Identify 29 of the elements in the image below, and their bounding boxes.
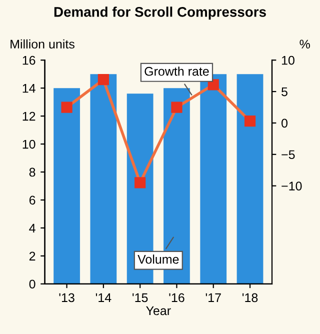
y-tick-label: 6 <box>29 196 36 205</box>
x-axis-title: Year <box>146 306 171 316</box>
x-tick-label: '15 <box>132 293 148 302</box>
x-tick-label: '18 <box>242 293 258 302</box>
y-tick-label: 16 <box>22 56 36 65</box>
y-tick-label: 12 <box>22 112 36 121</box>
y-tick-label: 10 <box>22 140 36 149</box>
y2-tick-label: −5 <box>282 150 295 160</box>
y-axis-title: Million units <box>10 39 74 49</box>
x-tick-label: '17 <box>206 293 221 302</box>
bar <box>236 74 264 284</box>
y-tick-label: 14 <box>22 84 36 93</box>
y-tick-label: 8 <box>29 168 36 177</box>
x-tick-label: '14 <box>96 293 112 302</box>
series-label: Growth rate <box>144 66 209 76</box>
x-tick-label: '16 <box>169 293 184 302</box>
y-tick-label: 2 <box>29 252 36 260</box>
bar <box>90 74 117 284</box>
bar <box>54 88 80 284</box>
y2-tick-label: −10 <box>282 182 302 190</box>
series-label: Volume <box>138 254 179 264</box>
y2-tick-label: 5 <box>282 87 288 96</box>
y2-tick-label: 10 <box>282 56 294 65</box>
chart-title: Demand for Scroll Compressors <box>54 6 266 20</box>
x-tick-label: '13 <box>59 293 74 302</box>
y-tick-label: 4 <box>29 224 36 232</box>
y2-axis-title: % <box>300 40 310 49</box>
y-tick-label: 0 <box>29 280 36 289</box>
y2-tick-label: 0 <box>282 118 288 128</box>
